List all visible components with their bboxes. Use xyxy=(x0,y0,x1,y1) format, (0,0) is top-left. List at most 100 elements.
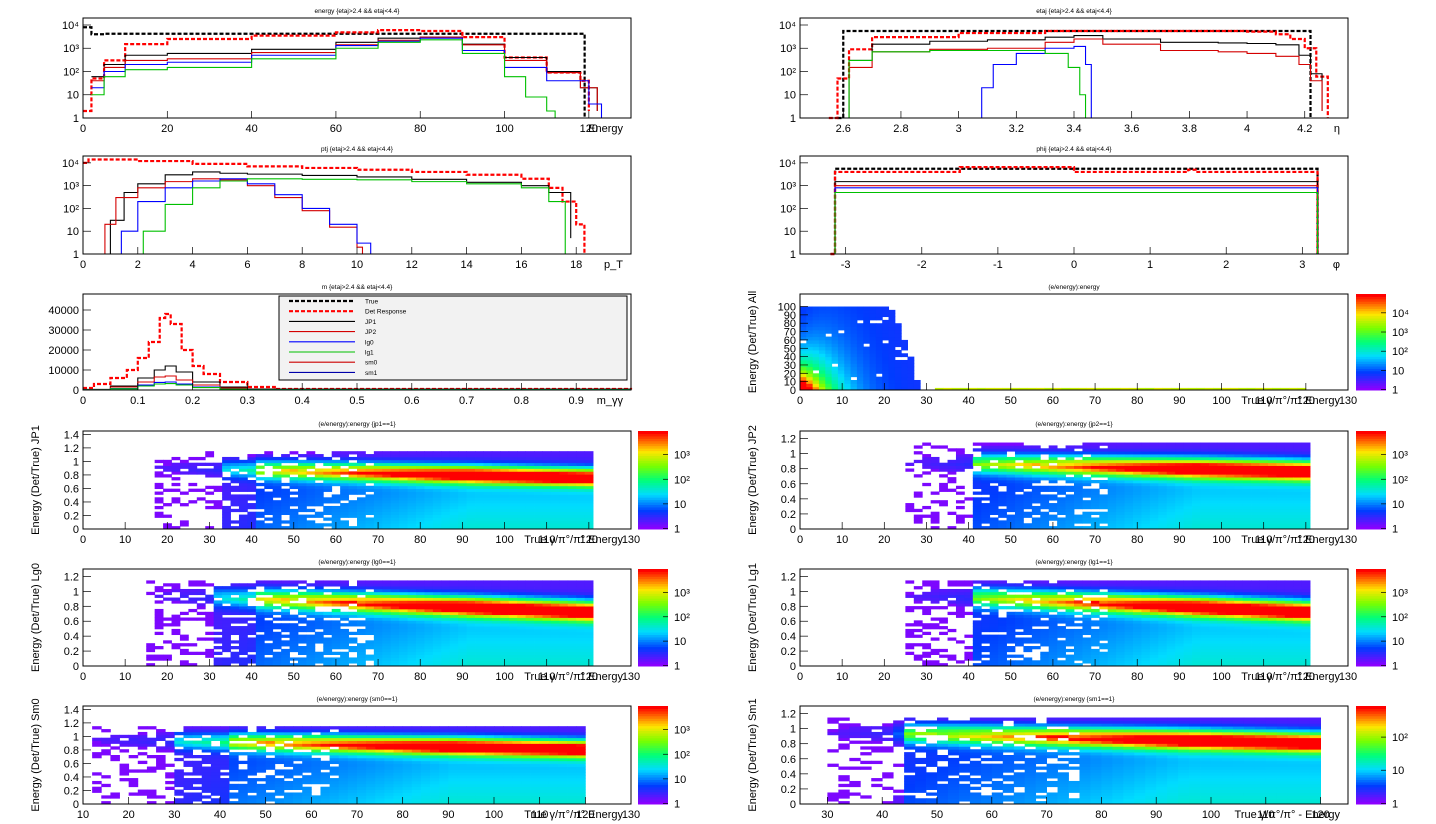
heatmap-cell xyxy=(1175,448,1184,452)
color-scale-band xyxy=(1356,296,1386,300)
heatmap-cell xyxy=(508,474,518,478)
heatmap-cell xyxy=(458,591,467,596)
heatmap-cell xyxy=(1023,505,1033,510)
heatmap-cell xyxy=(863,353,871,358)
heatmap-cell xyxy=(171,620,181,624)
heatmap-cell xyxy=(213,663,223,667)
heatmap-cell xyxy=(365,517,375,521)
x-tick-label: -1 xyxy=(993,259,1003,271)
heatmap-cell xyxy=(1284,482,1294,487)
heatmap-cell xyxy=(1208,494,1218,498)
heatmap-cell xyxy=(1107,459,1117,464)
heatmap-cell xyxy=(289,471,299,475)
heatmap-cell xyxy=(306,637,316,641)
heatmap-cell xyxy=(1166,462,1176,466)
heatmap-cell xyxy=(1242,491,1252,495)
heatmap-cell xyxy=(1031,477,1041,481)
heatmap-cell xyxy=(365,503,375,507)
heatmap-cell xyxy=(856,323,864,328)
heatmap-cell xyxy=(1175,451,1184,455)
heatmap-cell xyxy=(390,654,400,658)
heatmap-cell xyxy=(894,376,902,381)
heatmap-cell xyxy=(550,654,560,658)
heatmap-cell xyxy=(289,588,299,593)
heatmap-cell xyxy=(1158,462,1168,466)
heatmap-cell xyxy=(972,654,982,658)
heatmap-cell xyxy=(230,611,240,616)
heatmap-cell xyxy=(1217,465,1227,469)
heatmap-cell xyxy=(947,594,957,598)
heatmap-cell xyxy=(1242,474,1252,478)
heatmap-cell xyxy=(281,660,290,664)
heatmap-cell xyxy=(1031,445,1041,449)
heatmap-cell xyxy=(525,580,535,584)
heatmap-cell xyxy=(1057,523,1066,527)
heatmap-cell xyxy=(1031,508,1041,513)
heatmap-cell xyxy=(154,586,164,590)
heatmap-cell xyxy=(357,611,366,616)
heatmap-cell xyxy=(475,480,484,484)
heatmap-cell xyxy=(281,623,290,627)
heatmap-cell xyxy=(1149,503,1159,507)
heatmap-cell xyxy=(939,485,948,490)
color-scale-band xyxy=(638,440,668,444)
heatmap-cell xyxy=(500,646,510,650)
heatmap-cell xyxy=(247,623,257,627)
heatmap-cell xyxy=(1276,520,1286,524)
heatmap-cell xyxy=(483,514,493,518)
heatmap-cell xyxy=(458,505,467,510)
heatmap-cell xyxy=(922,482,932,487)
heatmap-cell xyxy=(837,323,845,328)
heatmap-cell xyxy=(998,660,1007,664)
y-tick-label: 0.6 xyxy=(64,483,79,495)
x-tick-label: 0.8 xyxy=(514,395,529,407)
heatmap-cell xyxy=(491,451,501,455)
heatmap-cell xyxy=(297,580,307,584)
heatmap-cell xyxy=(230,456,240,461)
heatmap-cell xyxy=(1217,459,1227,464)
heatmap-cell xyxy=(800,383,807,388)
heatmap-cell xyxy=(441,474,451,478)
heatmap-cell xyxy=(348,597,358,601)
heatmap-cell xyxy=(1014,474,1024,478)
heatmap-cell xyxy=(559,477,569,481)
heatmap-cell xyxy=(1267,511,1277,515)
heatmap-cell xyxy=(989,485,999,490)
heatmap-cell xyxy=(179,648,189,653)
heatmap-cell xyxy=(1082,445,1092,449)
heatmap-cell xyxy=(1251,459,1260,464)
heatmap-cell xyxy=(837,316,845,321)
heatmap-cell xyxy=(365,631,375,636)
heatmap-cell xyxy=(508,465,518,469)
heatmap-cell xyxy=(449,477,459,481)
heatmap-cell xyxy=(306,597,316,601)
heatmap-cell xyxy=(483,648,493,653)
heatmap-cell xyxy=(981,517,991,521)
heatmap-cell xyxy=(314,511,324,515)
heatmap-cell xyxy=(1225,523,1235,527)
heatmap-cell xyxy=(863,316,871,321)
y-tick-label: 0.2 xyxy=(64,510,79,522)
heatmap-cell xyxy=(188,597,198,601)
heatmap-cell xyxy=(534,474,543,478)
heatmap-cell xyxy=(264,651,274,655)
heatmap-cell xyxy=(483,491,493,495)
heatmap-cell xyxy=(238,597,248,601)
heatmap-cell xyxy=(806,329,814,334)
heatmap-cell xyxy=(863,376,871,381)
color-scale-band xyxy=(638,494,668,498)
heatmap-cell xyxy=(1141,505,1151,510)
heatmap-cell xyxy=(365,611,375,616)
heatmap-cell xyxy=(424,465,434,469)
heatmap-cell xyxy=(188,608,198,613)
heatmap-cell xyxy=(154,646,164,650)
heatmap-cell xyxy=(399,631,408,636)
heatmap-cell xyxy=(264,580,274,584)
heatmap-cell xyxy=(939,620,948,624)
heatmap-cell xyxy=(475,628,484,633)
heatmap-cell xyxy=(894,353,902,358)
heatmap-cell xyxy=(1301,462,1311,466)
heatmap-cell xyxy=(340,511,349,515)
heatmap-cell xyxy=(373,471,383,475)
heatmap-cell xyxy=(964,603,974,607)
